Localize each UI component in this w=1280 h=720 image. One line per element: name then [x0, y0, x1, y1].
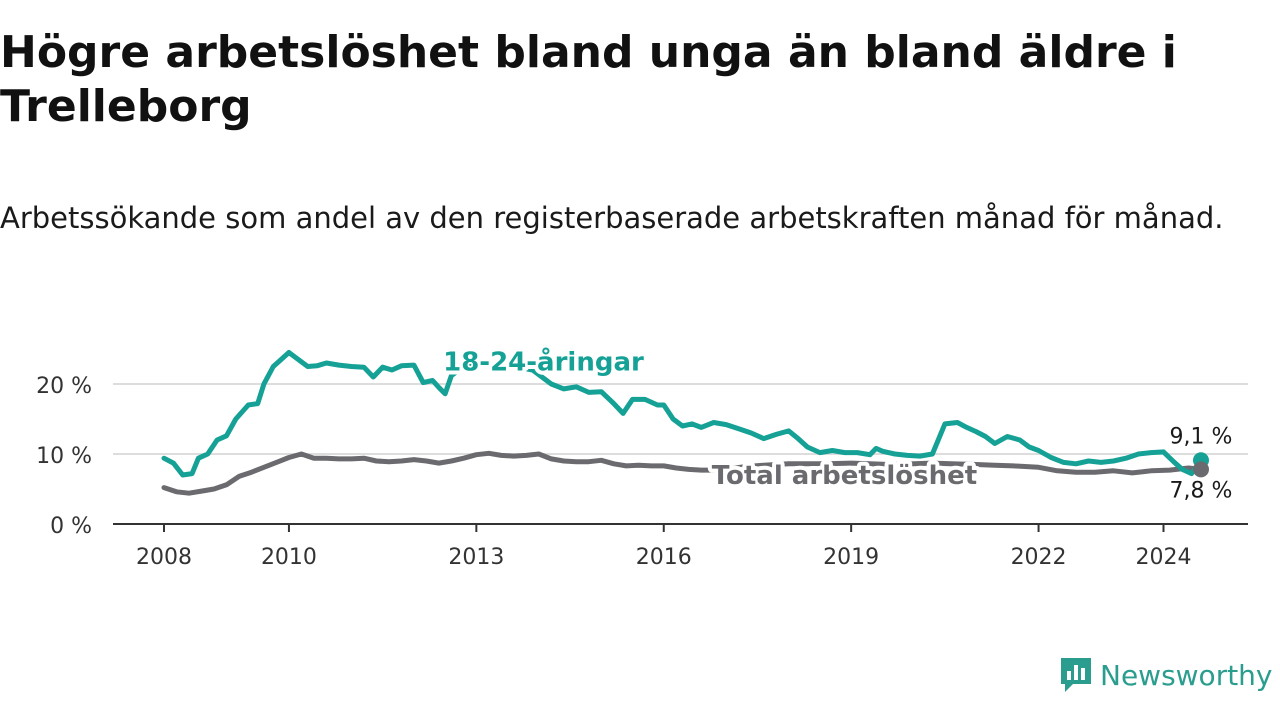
newsworthy-logo-icon [1061, 658, 1091, 692]
labels: 9,1 %7,8 %18-24-åringar18-24-åringarTota… [439, 342, 1233, 504]
y-tick-label: 20 % [36, 374, 92, 399]
y-tick-label: 10 % [36, 444, 92, 469]
series-line-total [161, 450, 1204, 496]
series-end-label-youth: 9,1 % [1170, 424, 1233, 449]
x-tick-label: 2024 [1136, 545, 1192, 570]
y-tick-label: 0 % [50, 514, 92, 539]
series-end-label-total: 7,8 % [1170, 478, 1233, 503]
series-name-label: Total arbetslöshet [712, 461, 977, 491]
x-tick-label: 2013 [448, 545, 504, 570]
series-name-label-halo: Total arbetslöshet [712, 461, 977, 491]
x-tick-label: 2016 [636, 545, 692, 570]
series-end-point-total [1192, 461, 1209, 478]
series-line-youth [161, 350, 1204, 478]
chart-title: Högre arbetslöshet bland unga än bland ä… [0, 27, 1177, 132]
axes: 0 % 10 % 20 % 2008 2010 2013 2016 2019 2022 2024 [36, 374, 1248, 570]
series-name-label: 18-24-åringar [443, 346, 644, 378]
chart-subtitle: Arbetssökande som andel av den registerb… [0, 201, 1224, 235]
x-tick-label: 2022 [1011, 545, 1067, 570]
x-tick-label: 2019 [823, 545, 879, 570]
brand-logo: Newsworthy [1058, 654, 1273, 696]
brand-name: Newsworthy [1100, 658, 1273, 692]
series-name-label-halo: 18-24-åringar [443, 346, 644, 378]
series-lines [161, 350, 1209, 496]
x-tick-label: 2010 [261, 545, 317, 570]
x-tick-label: 2008 [136, 545, 192, 570]
grid-lines [113, 383, 1248, 455]
